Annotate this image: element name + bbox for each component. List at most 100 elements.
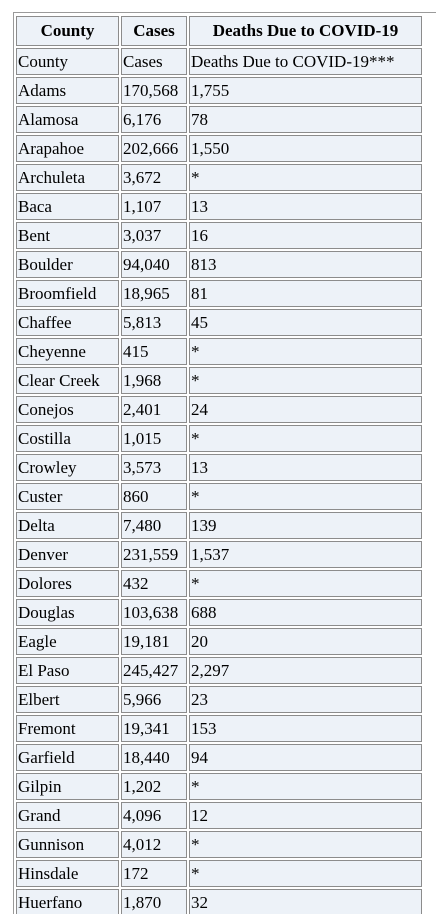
- table-row: Broomfield 18,965 81: [16, 280, 422, 307]
- cases-cell: 202,666: [121, 135, 187, 162]
- table-row: Costilla 1,015 *: [16, 425, 422, 452]
- table-row: Boulder 94,040 813: [16, 251, 422, 278]
- table-body: County Cases Deaths Due to COVID-19*** Adam…: [16, 48, 422, 914]
- table-row: Garfield 18,440 94: [16, 744, 422, 771]
- deaths-cell: *: [189, 860, 422, 887]
- cases-cell: 1,015: [121, 425, 187, 452]
- county-cell: Garfield: [16, 744, 119, 771]
- county-cell: Arapahoe: [16, 135, 119, 162]
- deaths-cell: *: [189, 338, 422, 365]
- table-row: El Paso 245,427 2,297: [16, 657, 422, 684]
- county-cell: Conejos: [16, 396, 119, 423]
- deaths-cell: 813: [189, 251, 422, 278]
- cases-cell: 19,341: [121, 715, 187, 742]
- cases-cell: 170,568: [121, 77, 187, 104]
- county-cell: Alamosa: [16, 106, 119, 133]
- cases-cell: 7,480: [121, 512, 187, 539]
- county-cell: Costilla: [16, 425, 119, 452]
- table-row: Crowley 3,573 13: [16, 454, 422, 481]
- deaths-cell: 1,755: [189, 77, 422, 104]
- table-row: Elbert 5,966 23: [16, 686, 422, 713]
- header-row: County Cases Deaths Due to COVID-19: [16, 16, 422, 46]
- cases-cell: 432: [121, 570, 187, 597]
- header-county: County: [16, 16, 119, 46]
- county-cell: El Paso: [16, 657, 119, 684]
- cases-cell: Cases: [121, 48, 187, 75]
- county-cell: Bent: [16, 222, 119, 249]
- table-row: Gilpin 1,202 *: [16, 773, 422, 800]
- deaths-cell: 32: [189, 889, 422, 914]
- table-row: Archuleta 3,672 *: [16, 164, 422, 191]
- county-cell: Baca: [16, 193, 119, 220]
- county-covid-table-container: County Cases Deaths Due to COVID-19 Coun…: [13, 12, 436, 914]
- deaths-cell: 24: [189, 396, 422, 423]
- county-cell: Dolores: [16, 570, 119, 597]
- table-row: Adams 170,568 1,755: [16, 77, 422, 104]
- deaths-cell: 23: [189, 686, 422, 713]
- table-row: Cheyenne 415 *: [16, 338, 422, 365]
- table-row: Eagle 19,181 20: [16, 628, 422, 655]
- deaths-cell: 688: [189, 599, 422, 626]
- table-row: Conejos 2,401 24: [16, 396, 422, 423]
- deaths-cell: 153: [189, 715, 422, 742]
- deaths-cell: *: [189, 773, 422, 800]
- deaths-cell: 45: [189, 309, 422, 336]
- deaths-cell: 139: [189, 512, 422, 539]
- county-cell: Elbert: [16, 686, 119, 713]
- cases-cell: 415: [121, 338, 187, 365]
- cases-cell: 860: [121, 483, 187, 510]
- county-cell: Delta: [16, 512, 119, 539]
- cases-cell: 5,966: [121, 686, 187, 713]
- cases-cell: 3,573: [121, 454, 187, 481]
- county-cell: Huerfano: [16, 889, 119, 914]
- table-row: Alamosa 6,176 78: [16, 106, 422, 133]
- county-cell: Clear Creek: [16, 367, 119, 394]
- deaths-cell: *: [189, 425, 422, 452]
- county-covid-table: County Cases Deaths Due to COVID-19 Coun…: [14, 14, 424, 914]
- cases-cell: 6,176: [121, 106, 187, 133]
- cases-cell: 1,870: [121, 889, 187, 914]
- deaths-cell: *: [189, 367, 422, 394]
- table-row: Dolores 432 *: [16, 570, 422, 597]
- cases-cell: 172: [121, 860, 187, 887]
- county-cell: Broomfield: [16, 280, 119, 307]
- deaths-cell: *: [189, 570, 422, 597]
- deaths-cell: 13: [189, 454, 422, 481]
- county-cell: Adams: [16, 77, 119, 104]
- table-row: Custer 860 *: [16, 483, 422, 510]
- county-cell: Custer: [16, 483, 119, 510]
- header-cases: Cases: [121, 16, 187, 46]
- deaths-cell: 13: [189, 193, 422, 220]
- county-cell: Cheyenne: [16, 338, 119, 365]
- deaths-cell: 1,550: [189, 135, 422, 162]
- cases-cell: 18,440: [121, 744, 187, 771]
- county-cell: Douglas: [16, 599, 119, 626]
- deaths-cell: *: [189, 483, 422, 510]
- table-row: Delta 7,480 139: [16, 512, 422, 539]
- cases-cell: 4,012: [121, 831, 187, 858]
- cases-cell: 3,672: [121, 164, 187, 191]
- cases-cell: 1,202: [121, 773, 187, 800]
- county-cell: Gilpin: [16, 773, 119, 800]
- county-cell: Hinsdale: [16, 860, 119, 887]
- county-cell: Boulder: [16, 251, 119, 278]
- cases-cell: 103,638: [121, 599, 187, 626]
- deaths-cell: 16: [189, 222, 422, 249]
- deaths-cell: 1,537: [189, 541, 422, 568]
- cases-cell: 94,040: [121, 251, 187, 278]
- county-cell: Crowley: [16, 454, 119, 481]
- cases-cell: 19,181: [121, 628, 187, 655]
- table-row: Gunnison 4,012 *: [16, 831, 422, 858]
- table-row: Denver 231,559 1,537: [16, 541, 422, 568]
- county-cell: Gunnison: [16, 831, 119, 858]
- deaths-cell: 12: [189, 802, 422, 829]
- cases-cell: 1,107: [121, 193, 187, 220]
- header-deaths: Deaths Due to COVID-19: [189, 16, 422, 46]
- table-row: Clear Creek 1,968 *: [16, 367, 422, 394]
- cases-cell: 2,401: [121, 396, 187, 423]
- county-cell: Eagle: [16, 628, 119, 655]
- table-row: Huerfano 1,870 32: [16, 889, 422, 914]
- county-cell: Denver: [16, 541, 119, 568]
- table-row: Bent 3,037 16: [16, 222, 422, 249]
- deaths-cell: 81: [189, 280, 422, 307]
